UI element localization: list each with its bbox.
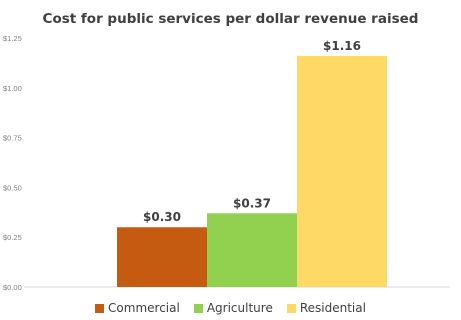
legend-label-residential: Residential <box>299 301 366 315</box>
legend-label-commercial: Commercial <box>108 301 180 315</box>
y-tick-label: $0.50 <box>3 183 22 192</box>
data-label-commercial: $0.30 <box>143 210 181 224</box>
chart-title: Cost for public services per dollar reve… <box>42 11 419 27</box>
chart-plot-area: $0.00$0.25$0.50$0.75$1.00$1.25 $0.30$0.3… <box>3 34 450 292</box>
y-tick-label: $1.25 <box>3 34 22 43</box>
legend-swatch-agriculture <box>193 303 203 313</box>
y-axis-ticks: $0.00 $0.25 $0.50 $0.75 $1.00 $1.25 <box>3 34 22 292</box>
bars-group <box>117 55 387 287</box>
legend-item-commercial: Commercial <box>95 301 180 315</box>
y-tick-label: $0.75 <box>3 134 22 143</box>
bar-residential <box>297 55 387 287</box>
data-labels-group: $0.30 $0.37 $1.16 <box>143 39 361 224</box>
y-tick-label: $0.00 <box>3 283 22 292</box>
chart-legend: Commercial Agriculture Residential <box>0 301 461 315</box>
y-tick-label: $1.00 <box>3 84 22 93</box>
bar-commercial <box>117 227 207 287</box>
legend-label-agriculture: Agriculture <box>206 301 273 315</box>
legend-swatch-residential <box>286 303 296 313</box>
legend-item-agriculture: Agriculture <box>193 301 273 315</box>
legend-item-residential: Residential <box>286 301 366 315</box>
data-label-residential: $1.16 <box>323 39 361 53</box>
y-tick-label: $0.25 <box>3 233 22 242</box>
legend-swatch-commercial <box>95 303 105 313</box>
data-label-agriculture: $0.37 <box>233 196 271 210</box>
bar-agriculture <box>207 213 297 287</box>
